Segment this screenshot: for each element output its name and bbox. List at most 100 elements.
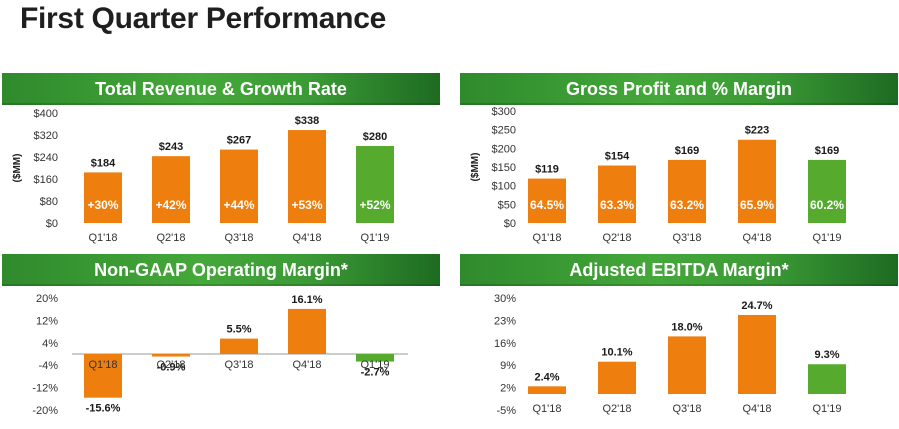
operating-margin-chart-panel: Non-GAAP Operating Margin* -20% -12% -4% 4%…	[2, 254, 440, 429]
gross-profit-category-label: Q1'19	[812, 232, 841, 244]
revenue-ytick-label: $0	[46, 218, 58, 230]
revenue-value-label: $267	[227, 135, 251, 147]
revenue-category-label: Q2'18	[156, 232, 185, 244]
gross-profit-chart-panel: Gross Profit and % Margin $0 $50 $100 $150 $…	[460, 73, 898, 248]
operating-margin-ytick-label: 4%	[42, 338, 58, 350]
ebitda-margin-bar	[738, 314, 776, 394]
gross-profit-category-label: Q3'18	[672, 232, 701, 244]
operating-margin-bar	[356, 354, 394, 362]
revenue-category-label: Q1'18	[88, 232, 117, 244]
operating-margin-chart-title: Non-GAAP Operating Margin*	[2, 254, 440, 286]
revenue-chart-title: Total Revenue & Growth Rate	[2, 73, 440, 105]
gross-profit-bar	[668, 159, 706, 223]
operating-margin-value-label: -2.7%	[361, 367, 390, 379]
revenue-chart-panel: Total Revenue & Growth Rate $0 $80 $160 $24…	[2, 73, 440, 248]
gross-profit-chart-svg: $0 $50 $100 $150 $200 $250 $300 ($MM) $119 64.5% Q…	[470, 106, 846, 244]
ebitda-margin-ytick-label: 23%	[494, 315, 516, 327]
gross-profit-ytick-label: $50	[498, 199, 516, 211]
operating-margin-value-label: 16.1%	[291, 294, 322, 306]
revenue-bar	[84, 172, 122, 223]
gross-profit-category-label: Q4'18	[742, 232, 771, 244]
operating-margin-category-label: Q1'18	[88, 359, 117, 371]
gross-profit-ytick-label: $200	[492, 143, 516, 155]
revenue-ytick-label: $240	[34, 152, 58, 164]
operating-margin-category-label: Q2'18	[156, 359, 185, 371]
gross-profit-ytick-label: $100	[492, 181, 516, 193]
ebitda-margin-chart-title: Adjusted EBITDA Margin*	[460, 254, 898, 286]
gross-profit-inbar-label: 63.2%	[670, 198, 704, 212]
gross-profit-chart-title: Gross Profit and % Margin	[460, 73, 898, 105]
operating-margin-ytick-label: 20%	[36, 293, 58, 305]
ebitda-margin-category-label: Q1'18	[532, 403, 561, 415]
revenue-ytick-label: $80	[40, 196, 58, 208]
operating-margin-value-label: 5.5%	[226, 324, 251, 336]
gross-profit-category-label: Q2'18	[602, 232, 631, 244]
ebitda-margin-bar	[528, 386, 566, 394]
gross-profit-yaxis-label: ($MM)	[470, 153, 481, 182]
operating-margin-ytick-label: 12%	[36, 315, 58, 327]
ebitda-margin-ytick-label: -5%	[496, 405, 516, 417]
revenue-value-label: $338	[295, 115, 319, 127]
revenue-inbar-label: +52%	[359, 198, 390, 212]
revenue-inbar-label: +30%	[87, 198, 118, 212]
operating-margin-value-label: -0.9%	[157, 362, 186, 374]
revenue-inbar-label: +44%	[223, 198, 254, 212]
revenue-ytick-label: $400	[34, 108, 58, 120]
ebitda-margin-ytick-label: 2%	[500, 383, 516, 395]
operating-margin-category-label: Q4'18	[292, 359, 321, 371]
operating-margin-chart-svg: -20% -12% -4% 4% 12% 20% -15.6% Q1'18 -0.9%Q2'18…	[32, 293, 408, 417]
operating-margin-value-label: -15.6%	[86, 403, 121, 415]
operating-margin-bar	[288, 308, 326, 354]
revenue-value-label: $184	[91, 157, 116, 169]
gross-profit-value-label: $119	[535, 164, 559, 176]
operating-margin-ytick-label: -12%	[32, 383, 58, 395]
gross-profit-inbar-label: 63.3%	[600, 198, 634, 212]
ebitda-margin-ytick-label: 30%	[494, 293, 516, 305]
ebitda-margin-value-label: 2.4%	[534, 371, 559, 383]
gross-profit-inbar-label: 60.2%	[810, 198, 844, 212]
revenue-category-label: Q3'18	[224, 232, 253, 244]
ebitda-margin-bar	[598, 361, 636, 394]
gross-profit-bar	[598, 165, 636, 223]
ebitda-margin-category-label: Q1'19	[812, 403, 841, 415]
operating-margin-ytick-label: -4%	[38, 360, 58, 372]
ebitda-margin-value-label: 9.3%	[814, 349, 839, 361]
ebitda-margin-bar	[668, 336, 706, 394]
ebitda-margin-category-label: Q2'18	[602, 403, 631, 415]
gross-profit-value-label: $154	[605, 151, 630, 163]
operating-margin-bar	[220, 338, 258, 354]
operating-margin-category-label: Q1'19	[360, 359, 389, 371]
revenue-yaxis-label: ($MM)	[12, 154, 23, 183]
revenue-bar	[220, 149, 258, 223]
revenue-inbar-label: +53%	[291, 198, 322, 212]
operating-margin-bar	[152, 354, 190, 357]
ebitda-margin-bar	[808, 364, 846, 394]
revenue-category-label: Q1'19	[360, 232, 389, 244]
revenue-value-label: $280	[363, 131, 387, 143]
gross-profit-category-label: Q1'18	[532, 232, 561, 244]
gross-profit-inbar-label: 64.5%	[530, 198, 564, 212]
ebitda-margin-category-label: Q3'18	[672, 403, 701, 415]
gross-profit-value-label: $169	[815, 145, 839, 157]
page-title: First Quarter Performance	[20, 2, 386, 35]
ebitda-margin-value-label: 24.7%	[741, 300, 772, 312]
ebitda-margin-chart-panel: Adjusted EBITDA Margin* -5% 2% 9% 16% 23% 30%…	[460, 254, 898, 429]
gross-profit-ytick-label: $300	[492, 106, 516, 118]
gross-profit-bar	[738, 139, 776, 223]
gross-profit-inbar-label: 65.9%	[740, 198, 774, 212]
ebitda-margin-value-label: 10.1%	[601, 347, 632, 359]
gross-profit-ytick-label: $0	[504, 218, 516, 230]
ebitda-margin-ytick-label: 9%	[500, 360, 516, 372]
revenue-ytick-label: $160	[34, 174, 58, 186]
revenue-bar	[152, 156, 190, 223]
revenue-category-label: Q4'18	[292, 232, 321, 244]
revenue-ytick-label: $320	[34, 130, 58, 142]
ebitda-margin-ytick-label: 16%	[494, 338, 516, 350]
gross-profit-ytick-label: $150	[492, 162, 516, 174]
gross-profit-bar	[808, 159, 846, 223]
revenue-bar	[288, 130, 326, 223]
ebitda-margin-value-label: 18.0%	[671, 321, 702, 333]
operating-margin-category-label: Q3'18	[224, 359, 253, 371]
gross-profit-value-label: $223	[745, 125, 769, 137]
operating-margin-bar	[84, 354, 122, 398]
